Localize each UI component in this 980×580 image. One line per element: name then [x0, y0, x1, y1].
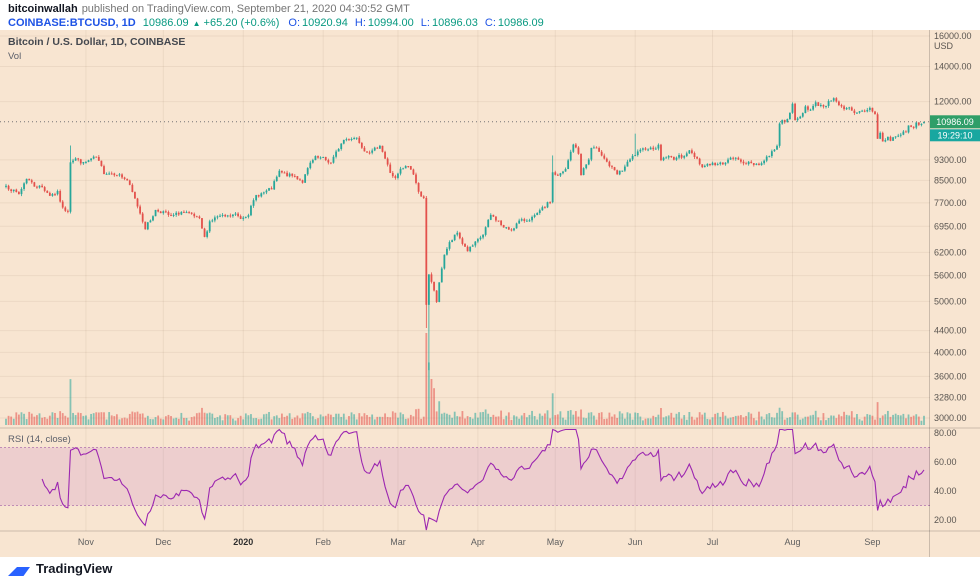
price-change: +65.20 (+0.6%) — [203, 17, 280, 29]
svg-text:20.00: 20.00 — [934, 515, 957, 525]
svg-text:USD: USD — [934, 41, 954, 51]
svg-text:6200.00: 6200.00 — [934, 247, 967, 257]
chart-area[interactable]: Bitcoin / U.S. Dollar, 1D, COINBASE Vol … — [0, 30, 980, 557]
svg-text:40.00: 40.00 — [934, 486, 957, 496]
tradingview-logo-icon[interactable] — [8, 562, 30, 576]
tradingview-brand-link[interactable]: TradingView — [36, 561, 113, 576]
svg-text:Aug: Aug — [784, 537, 800, 547]
svg-text:19:29:10: 19:29:10 — [937, 130, 972, 140]
svg-text:60.00: 60.00 — [934, 457, 957, 467]
svg-text:Sep: Sep — [864, 537, 880, 547]
rsi-band — [0, 447, 930, 506]
published-header: bitcoinwallah published on TradingView.co… — [0, 0, 980, 30]
svg-text:5600.00: 5600.00 — [934, 271, 967, 281]
svg-text:Jun: Jun — [628, 537, 643, 547]
last-price-badge: 10986.09 — [930, 115, 980, 129]
ohlc-open: O: 10920.94 — [288, 17, 348, 29]
svg-text:3280.00: 3280.00 — [934, 393, 967, 403]
time-axis-labels: Nov Dec 2020 Feb Mar Apr May Jun Jul Aug Sep — [78, 537, 881, 547]
candles — [5, 97, 925, 371]
svg-text:Feb: Feb — [315, 537, 331, 547]
svg-text:16000.00: 16000.00 — [934, 31, 972, 41]
rsi-line — [41, 428, 925, 531]
svg-text:3000.00: 3000.00 — [934, 413, 967, 423]
svg-text:Nov: Nov — [78, 537, 95, 547]
volume-bars — [5, 333, 925, 425]
svg-text:May: May — [547, 537, 565, 547]
svg-text:12000.00: 12000.00 — [934, 97, 972, 107]
countdown-badge: 19:29:10 — [930, 129, 980, 142]
symbol-label[interactable]: COINBASE:BTCUSD, 1D — [8, 17, 136, 29]
svg-text:Apr: Apr — [471, 537, 485, 547]
svg-text:7700.00: 7700.00 — [934, 198, 967, 208]
svg-text:9300.00: 9300.00 — [934, 155, 967, 165]
ohlc-high: H: 10994.00 — [354, 17, 414, 29]
svg-text:Mar: Mar — [390, 537, 406, 547]
ohlc-close: C: 10986.09 — [484, 17, 544, 29]
svg-text:6950.00: 6950.00 — [934, 221, 967, 231]
svg-text:4400.00: 4400.00 — [934, 326, 967, 336]
svg-text:8500.00: 8500.00 — [934, 175, 967, 185]
ohlc-low: L: 10896.03 — [420, 17, 478, 29]
rsi-axis-labels: 80.00 60.00 40.00 20.00 — [934, 428, 957, 525]
svg-text:14000.00: 14000.00 — [934, 61, 972, 71]
svg-text:2020: 2020 — [233, 537, 253, 547]
tradingview-footer: TradingView — [0, 557, 980, 580]
svg-text:10986.09: 10986.09 — [936, 117, 974, 127]
svg-text:Dec: Dec — [155, 537, 172, 547]
publish-info: bitcoinwallah published on TradingView.co… — [8, 3, 972, 16]
author-name[interactable]: bitcoinwallah — [8, 3, 78, 15]
svg-text:Jul: Jul — [707, 537, 719, 547]
last-price-value: 10986.09 — [142, 17, 189, 29]
published-text: published on TradingView.com, September … — [81, 3, 410, 15]
svg-text:80.00: 80.00 — [934, 428, 957, 438]
symbol-info-row: COINBASE:BTCUSD, 1D 10986.09 ▲ +65.20 (+… — [8, 16, 972, 31]
up-arrow-icon: ▲ — [192, 19, 201, 28]
svg-text:4000.00: 4000.00 — [934, 347, 967, 357]
svg-text:5000.00: 5000.00 — [934, 296, 967, 306]
svg-text:3600.00: 3600.00 — [934, 371, 967, 381]
